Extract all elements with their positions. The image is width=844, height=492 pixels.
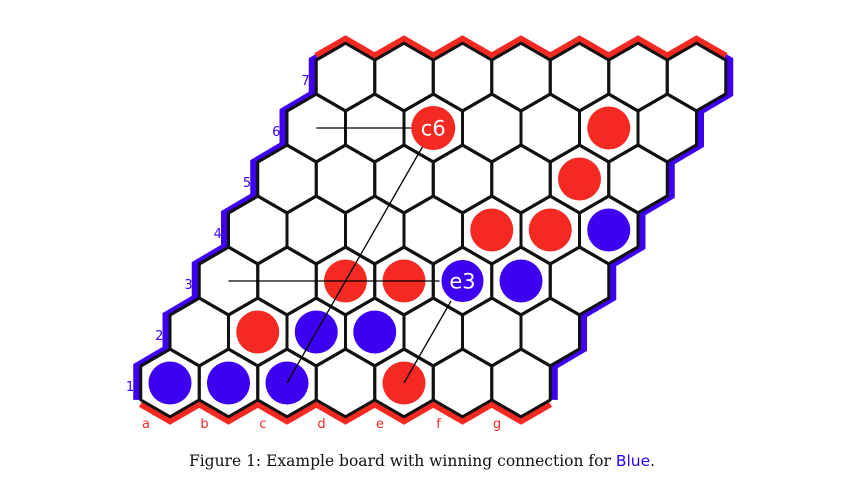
row-label-4: 4	[214, 227, 222, 242]
row-label-5: 5	[243, 176, 251, 191]
caption-highlight-blue: Blue	[615, 452, 651, 470]
annotation-lines	[228, 106, 486, 384]
figure-caption: Figure 1: Example board with winning con…	[0, 452, 844, 470]
column-label-e: e	[376, 417, 384, 432]
hex-cell-b7[interactable]	[373, 41, 435, 113]
hex-cell-e7[interactable]	[548, 41, 611, 113]
blue-edge-right	[550, 40, 734, 400]
column-label-a: a	[142, 417, 150, 432]
hex-cell-d7[interactable]	[490, 41, 552, 113]
row-label-2: 2	[155, 329, 163, 344]
red-edge-top	[314, 35, 728, 61]
red-stone-f6	[587, 106, 631, 150]
board-edges	[133, 35, 734, 425]
blue-stone-a1	[148, 361, 192, 405]
annotation-line-c1-c6	[286, 127, 434, 384]
red-stone-f5	[558, 157, 601, 201]
red-stone-b2	[236, 310, 280, 354]
blue-stone-g4	[587, 208, 631, 252]
column-label-c: c	[259, 417, 266, 432]
hex-cell-f7[interactable]	[607, 41, 669, 113]
hex-cell-c7[interactable]	[431, 41, 494, 113]
blue-stone-f3	[499, 259, 543, 303]
column-label-b: b	[200, 417, 208, 432]
red-stone-e4	[470, 208, 514, 252]
blue-stone-d2	[353, 310, 397, 354]
row-label-7: 7	[301, 74, 309, 89]
red-edge-bottom	[139, 399, 552, 425]
blue-edge-left	[133, 40, 344, 400]
stone-label-e3: e3	[449, 270, 475, 294]
hex-board: e3 c6 a b c d e f g 1 2 3 4 5 6 7	[126, 35, 734, 432]
stone-label-c6: c6	[421, 117, 446, 141]
row-label-1: 1	[126, 380, 134, 395]
hex-cell-a7[interactable]	[314, 41, 377, 113]
column-label-g: g	[493, 417, 501, 432]
stone-labels: e3 c6	[421, 117, 476, 294]
row-label-6: 6	[272, 125, 280, 140]
column-label-f: f	[436, 417, 441, 432]
hex-cell-g7[interactable]	[665, 41, 728, 113]
labeled-stone-e3	[439, 258, 486, 304]
blue-stone-b1	[207, 361, 250, 405]
labeled-stone-c6	[411, 106, 456, 150]
column-label-d: d	[317, 417, 325, 432]
red-stone-f4	[528, 208, 572, 252]
caption-suffix: .	[650, 452, 656, 470]
hex-grid	[139, 41, 728, 419]
coordinate-labels: a b c d e f g 1 2 3 4 5 6 7	[126, 74, 501, 432]
caption-prefix: Figure 1: Example board with winning con…	[188, 452, 616, 470]
row-label-3: 3	[184, 278, 192, 293]
